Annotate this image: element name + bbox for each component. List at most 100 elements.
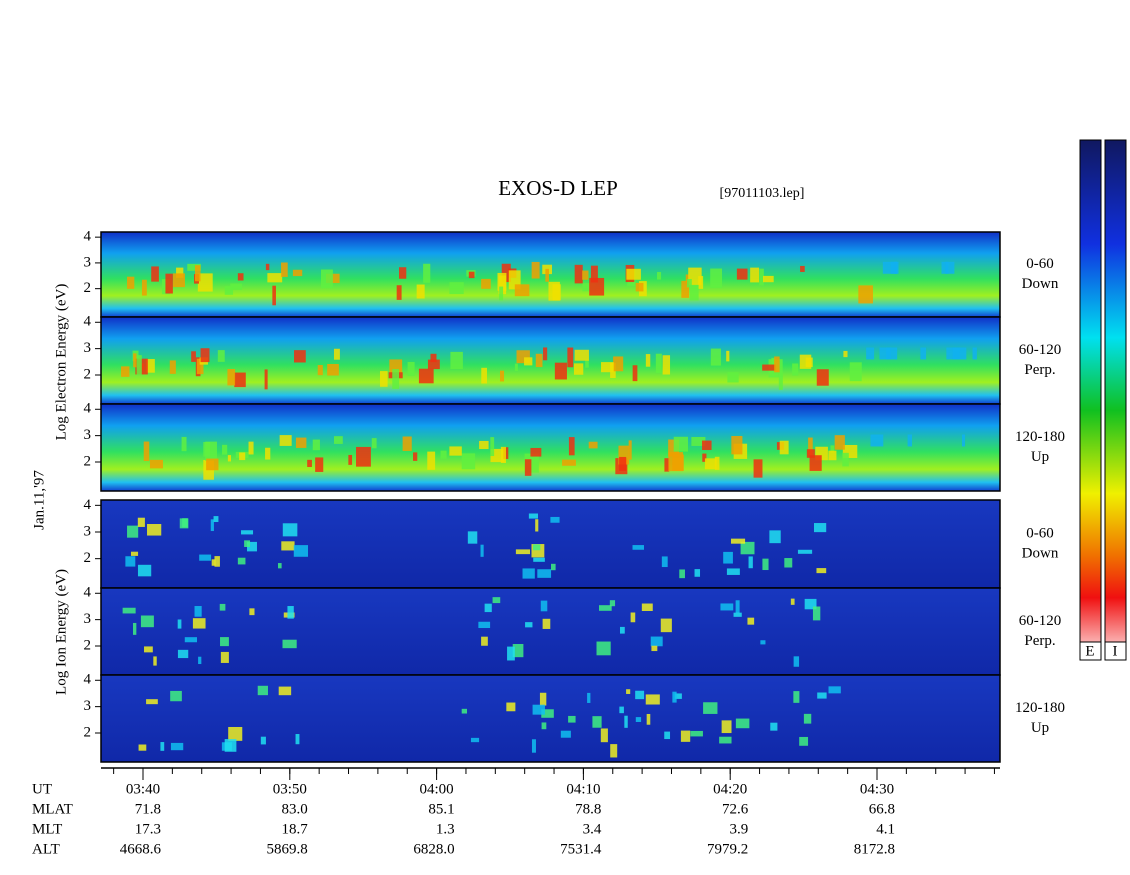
y-tick-label: 3 <box>84 254 92 270</box>
spectrogram-texture <box>224 286 234 295</box>
spectrogram-texture <box>295 734 300 745</box>
spectrogram-texture <box>710 268 723 288</box>
spectrogram-texture <box>217 350 225 362</box>
spectrogram-texture <box>778 372 783 390</box>
spectrogram-texture <box>399 267 407 279</box>
spectrogram-texture <box>747 617 755 625</box>
spectrogram-texture <box>132 622 137 635</box>
spectrogram <box>101 675 1000 762</box>
panel-range: 0-60 <box>1026 525 1054 541</box>
panel-direction: Down <box>1022 545 1059 561</box>
spectrogram-texture <box>532 704 545 715</box>
spectrogram-texture <box>479 440 489 450</box>
spectrogram-texture <box>790 598 795 605</box>
spectrogram-texture <box>267 273 283 283</box>
spectrogram-texture <box>490 437 495 457</box>
spectrogram-texture <box>177 649 189 659</box>
spectrogram-texture <box>294 350 306 363</box>
spectrogram-texture <box>817 692 827 699</box>
spectrogram-texture <box>224 739 237 752</box>
spectrogram-texture <box>265 447 271 460</box>
ephemeris-value: 78.8 <box>575 801 601 817</box>
spectrogram-texture <box>727 372 739 383</box>
spectrogram-texture <box>660 618 672 633</box>
spectrogram-texture <box>735 600 740 614</box>
spectrogram-texture <box>668 439 680 457</box>
spectrogram-texture <box>582 283 596 292</box>
spectrogram-texture <box>427 359 440 370</box>
spectrogram-texture <box>210 519 214 532</box>
spectrogram-texture <box>416 284 425 299</box>
spectrogram-texture <box>470 737 480 743</box>
y-tick-label: 2 <box>84 453 92 469</box>
spectrogram-texture <box>312 439 320 451</box>
spectrogram-texture <box>590 265 598 283</box>
spectrogram-texture <box>542 618 551 629</box>
spectrogram-texture <box>121 366 130 377</box>
spectrogram-texture <box>719 736 732 744</box>
spectrogram-texture <box>771 357 776 368</box>
spectrogram-texture <box>281 541 295 551</box>
spectrogram-texture <box>277 563 282 569</box>
spectrogram-texture <box>830 445 835 453</box>
spectrogram-texture <box>585 359 589 368</box>
spectrogram-texture <box>137 517 145 527</box>
y-tick-label: 4 <box>84 229 92 245</box>
spectrogram-texture <box>720 603 734 611</box>
spectrogram-texture <box>710 348 721 366</box>
spectrogram-texture <box>646 713 651 725</box>
spectrogram-texture <box>702 440 712 451</box>
spectrogram-texture <box>333 436 343 444</box>
spectrogram-texture <box>492 597 501 604</box>
spectrogram-texture <box>674 693 682 699</box>
panel-direction: Perp. <box>1024 362 1055 378</box>
y-tick-label: 2 <box>84 366 92 382</box>
spectrogram-texture <box>610 744 618 758</box>
spectrogram-texture <box>550 516 560 523</box>
spectrogram-texture <box>396 285 402 300</box>
time-tick-label: 03:50 <box>273 781 307 797</box>
spectrogram-texture <box>858 285 873 304</box>
spectrogram-texture <box>797 549 813 554</box>
spectrogram-texture <box>714 456 720 470</box>
panel-direction: Down <box>1022 276 1059 292</box>
electron-axis-label: Log Electron Energy (eV) <box>53 284 69 441</box>
ephemeris-value: 5869.8 <box>267 841 308 857</box>
spectrogram-texture <box>169 360 176 374</box>
ephemeris-value: 1.3 <box>436 821 455 837</box>
spectrogram-texture <box>769 530 781 544</box>
spectrogram-texture <box>176 267 184 278</box>
spectrogram-texture <box>554 362 567 380</box>
spectrogram-texture <box>641 603 653 611</box>
spectrogram-texture <box>588 441 598 449</box>
spectrogram-texture <box>227 455 232 462</box>
spectrogram-texture <box>133 353 137 368</box>
spectrogram-texture <box>170 690 182 702</box>
spectrogram-texture <box>587 692 591 703</box>
spectrogram-texture <box>689 284 699 301</box>
spectrogram-texture <box>657 272 662 280</box>
spectrogram-texture <box>125 556 136 567</box>
spectrogram-texture <box>498 275 507 295</box>
spectrogram-texture <box>574 264 583 284</box>
spectrogram-texture <box>450 351 463 370</box>
spectrogram-texture <box>567 347 574 368</box>
y-tick-label: 2 <box>84 280 92 296</box>
spectrogram-texture <box>247 541 257 552</box>
spectrogram-texture <box>122 607 136 614</box>
spectrogram-texture <box>808 437 813 456</box>
spectrogram-texture <box>499 286 504 301</box>
spectrogram-texture <box>774 356 780 373</box>
spectrogram-texture <box>282 639 297 649</box>
spectrogram-texture <box>220 637 229 647</box>
spectrogram-texture <box>630 612 636 623</box>
spectrogram-texture <box>886 347 898 360</box>
spectrogram-texture <box>650 636 663 647</box>
spectrogram-texture <box>137 564 152 577</box>
spectrogram-texture <box>805 357 813 368</box>
y-tick-label: 3 <box>84 611 92 627</box>
spectrogram-texture <box>540 600 548 612</box>
spectrogram-texture <box>573 363 584 375</box>
spectrogram-texture <box>532 544 541 551</box>
spectrogram-texture <box>320 269 333 289</box>
